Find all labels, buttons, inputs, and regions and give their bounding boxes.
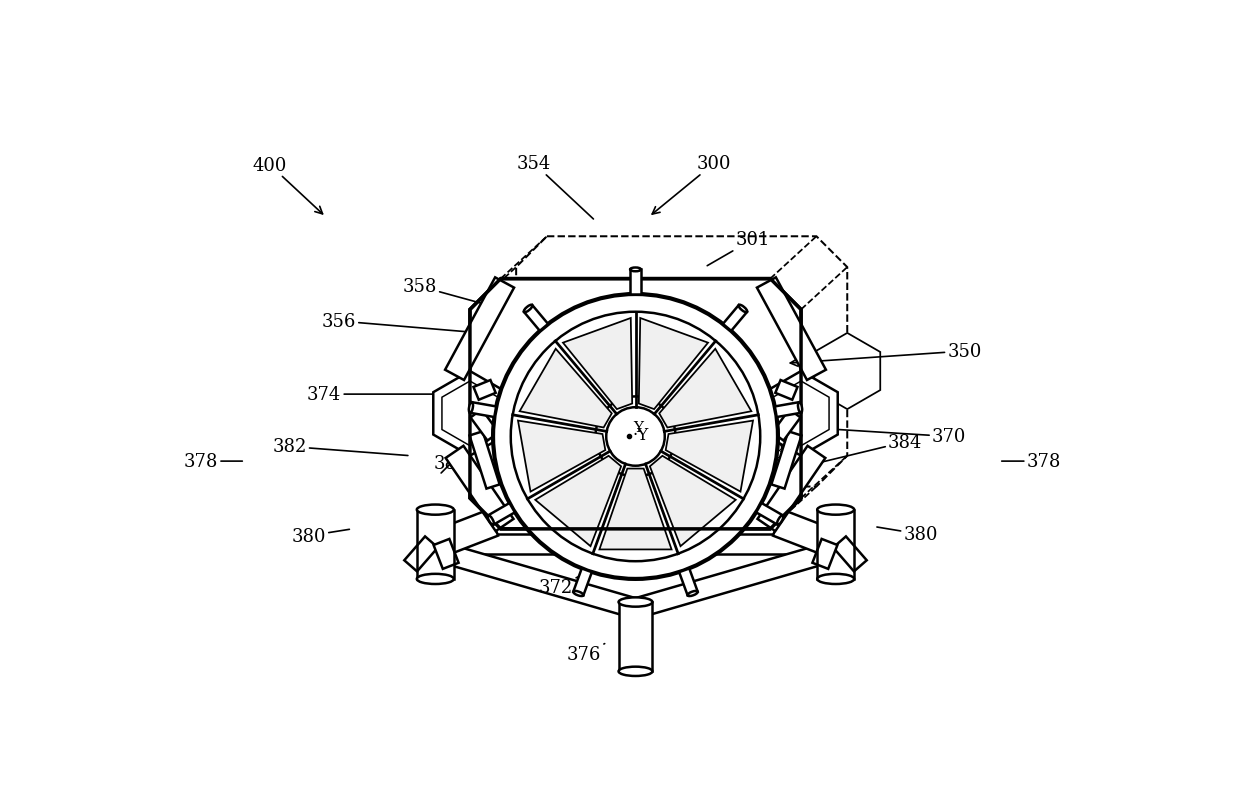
Circle shape: [595, 397, 676, 477]
Polygon shape: [433, 541, 635, 618]
Ellipse shape: [630, 268, 641, 272]
Polygon shape: [470, 410, 498, 441]
Text: 378: 378: [184, 452, 242, 471]
Text: 370: 370: [792, 427, 966, 446]
Polygon shape: [756, 504, 782, 525]
Ellipse shape: [687, 591, 698, 597]
Polygon shape: [771, 431, 801, 489]
Text: 350: 350: [790, 342, 982, 367]
Polygon shape: [758, 446, 826, 532]
Text: 374: 374: [308, 386, 469, 403]
Polygon shape: [417, 510, 454, 579]
Polygon shape: [433, 371, 507, 456]
Ellipse shape: [573, 591, 584, 597]
Polygon shape: [619, 602, 652, 671]
Polygon shape: [773, 410, 801, 441]
Polygon shape: [474, 380, 496, 400]
Ellipse shape: [799, 403, 802, 413]
Polygon shape: [525, 306, 548, 331]
Ellipse shape: [619, 666, 652, 676]
Polygon shape: [563, 318, 632, 410]
Polygon shape: [764, 371, 838, 456]
Text: 372: 372: [539, 576, 582, 596]
Text: 382: 382: [273, 438, 408, 456]
Polygon shape: [630, 270, 641, 294]
Polygon shape: [599, 469, 672, 549]
Text: 378: 378: [1002, 452, 1061, 471]
Text: Y: Y: [634, 420, 644, 435]
Text: 301: 301: [707, 231, 770, 266]
Polygon shape: [660, 350, 751, 428]
Text: ·Y: ·Y: [632, 427, 649, 444]
Circle shape: [494, 294, 777, 579]
Text: 376: 376: [567, 644, 605, 662]
Ellipse shape: [817, 574, 854, 585]
Polygon shape: [812, 539, 837, 569]
Polygon shape: [680, 569, 698, 596]
Polygon shape: [773, 382, 830, 446]
Ellipse shape: [417, 574, 454, 585]
Text: 400: 400: [253, 156, 322, 215]
Polygon shape: [573, 569, 591, 596]
Polygon shape: [441, 382, 498, 446]
Ellipse shape: [739, 306, 748, 313]
Polygon shape: [636, 541, 838, 618]
Polygon shape: [756, 278, 826, 380]
Ellipse shape: [619, 597, 652, 607]
Text: 300: 300: [652, 155, 732, 215]
Text: 380: 380: [291, 527, 350, 545]
Ellipse shape: [417, 505, 454, 515]
Ellipse shape: [469, 403, 472, 413]
Polygon shape: [445, 446, 513, 532]
Ellipse shape: [487, 516, 494, 525]
Polygon shape: [470, 279, 801, 529]
Polygon shape: [516, 237, 847, 487]
Polygon shape: [484, 334, 549, 410]
Polygon shape: [444, 510, 498, 553]
Polygon shape: [489, 504, 515, 525]
Polygon shape: [775, 380, 797, 400]
Ellipse shape: [817, 505, 854, 515]
Polygon shape: [666, 421, 753, 492]
Text: 304: 304: [715, 444, 807, 461]
Text: 358: 358: [403, 278, 501, 310]
Polygon shape: [723, 306, 746, 331]
Polygon shape: [404, 537, 438, 572]
Polygon shape: [520, 350, 611, 428]
Polygon shape: [432, 535, 839, 555]
Ellipse shape: [523, 306, 532, 313]
Polygon shape: [773, 510, 827, 553]
Text: 384: 384: [806, 433, 923, 466]
Polygon shape: [817, 510, 854, 579]
Text: 384: 384: [434, 455, 467, 473]
Polygon shape: [445, 278, 515, 380]
Circle shape: [606, 407, 665, 466]
Text: 380: 380: [877, 525, 937, 544]
Polygon shape: [470, 431, 500, 489]
Text: 354: 354: [517, 155, 594, 220]
Circle shape: [511, 312, 760, 561]
Polygon shape: [815, 334, 880, 410]
Polygon shape: [775, 403, 801, 418]
Polygon shape: [639, 318, 708, 410]
Text: 356: 356: [321, 313, 474, 333]
Polygon shape: [650, 456, 735, 546]
Polygon shape: [470, 403, 496, 418]
Polygon shape: [434, 539, 459, 569]
Polygon shape: [833, 537, 867, 572]
Ellipse shape: [777, 516, 784, 525]
Polygon shape: [518, 421, 605, 492]
Polygon shape: [536, 456, 621, 546]
